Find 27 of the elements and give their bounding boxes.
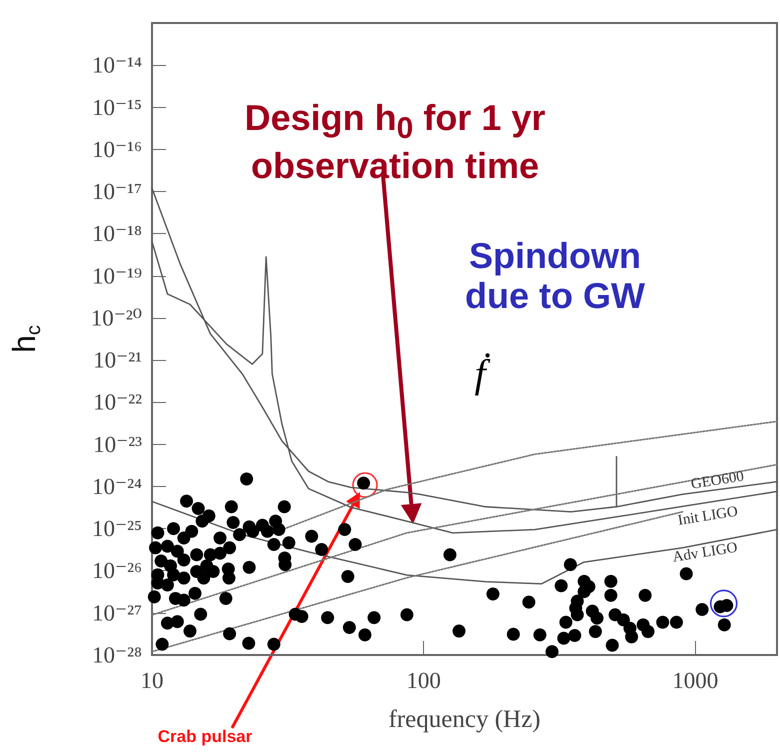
y-tick-label: 10⁻²⁶ [92,558,142,584]
y-tick-label: 10⁻¹⁴ [92,52,142,78]
annotation: Design h$_{0}$ for 1 yr observation time [244,97,546,186]
y-tick-label: 10⁻¹⁷ [92,179,142,204]
y-tick-label: 10⁻²⁰ [90,305,142,330]
annotation: Spindown due to GW [464,235,646,317]
y-tick-label: 10⁻²⁸ [92,642,142,668]
x-axis-title: frequency (Hz) [388,706,540,733]
y-tick-label: 10⁻¹⁸ [92,221,142,246]
text: Crab pulsar [156,727,254,746]
y-tick-label: 10⁻²¹ [93,348,142,373]
y-tick-label: 10⁻¹⁶ [92,136,142,162]
y-tick-label: 10⁻¹⁵ [92,94,142,120]
text: GEO600 [690,468,746,493]
y-axis-title: hc [6,325,45,353]
y-tick-label: 10⁻²² [93,390,142,415]
x-tick-label: 10 [140,668,164,693]
annotation: ḟ [473,351,492,397]
x-tick-label: 100 [406,668,441,693]
y-tick-label: 10⁻²³ [93,432,142,457]
y-tick-label: 10⁻²⁷ [92,600,142,626]
y-tick-label: 10⁻¹⁹ [92,263,142,288]
y-tick-label: 10⁻²⁵ [92,516,142,542]
y-tick-label: 10⁻²⁴ [92,474,142,499]
x-tick-label: 1000 [672,668,718,693]
text: Init LIGO [676,504,740,529]
text: Adv LIGO [672,540,739,566]
